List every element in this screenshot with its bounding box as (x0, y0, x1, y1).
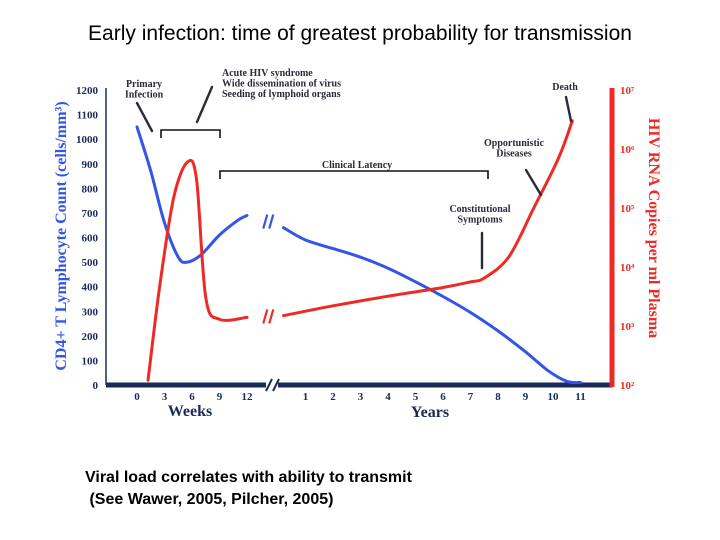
y-left-tick-label: 1200 (76, 85, 99, 97)
brackets-layer (160, 129, 489, 179)
death-annotation: Death (552, 82, 578, 93)
annotation-line: Clinical Latency (322, 160, 392, 171)
y-right-tick-label: 10⁵ (620, 203, 635, 215)
y-right-tick-label: 10³ (620, 321, 635, 333)
y-right-tick-label: 10⁷ (620, 85, 635, 97)
annotation-line: Constitutional (449, 204, 510, 215)
x-weeks-tick-label: 6 (189, 391, 195, 403)
x-weeks-tick-label: 3 (162, 391, 168, 403)
x-years-tick-label: 8 (495, 391, 501, 403)
hiv-rna-break-mark (268, 309, 275, 324)
opportunistic-diseases-annotation: Opportunistic Diseases (484, 138, 545, 160)
annotation-line: Acute HIV syndrome (222, 68, 313, 79)
death-pointer (564, 95, 573, 123)
annotation-line: Symptoms (457, 215, 502, 226)
caption-line-1: Viral load correlates with ability to tr… (85, 469, 412, 486)
clinical-latency-bracket (219, 170, 489, 179)
y-left-tick-label: 0 (93, 380, 99, 392)
cd4-count-years-line (282, 226, 582, 385)
x-years-label: Years (411, 404, 449, 421)
annotation-line: Wide dissemination of virus (222, 79, 341, 90)
y-left-tick-label: 1000 (76, 134, 99, 146)
y-left-tick-label: 200 (82, 331, 99, 343)
x-years-tick-label: 7 (468, 391, 474, 403)
axis-break-mark (272, 378, 280, 392)
acute-hiv-syndrome-pointer (195, 85, 214, 124)
x-weeks-tick-label: 0 (134, 391, 140, 403)
cd4-count-break-mark (262, 214, 269, 229)
y-right-axis-label: HIV RNA Copies per ml Plasma (645, 118, 662, 338)
y-left-axis-label: CD4+ T Lymphocyte Count (cells/mm³) (53, 101, 70, 370)
axis-break-mark (265, 378, 273, 392)
clinical-latency-annotation: Clinical Latency (322, 160, 392, 171)
y-left-tick-label: 100 (82, 355, 99, 367)
slide-title: Early infection: time of greatest probab… (88, 22, 632, 45)
x-years-tick-label: 2 (330, 391, 336, 403)
annotation-line: Seeding of lymphoid organs (222, 89, 341, 100)
annotations-layer: Primary Infection Acute HIV syndrome Wide d… (125, 68, 578, 270)
x-years-tick-label: 3 (358, 391, 364, 403)
axes-layer (105, 88, 615, 392)
y-left-tick-label: 600 (82, 233, 99, 245)
x-years-tick-label: 5 (413, 391, 419, 403)
annotation-line: Death (552, 82, 578, 93)
x-years-tick-label: 1 (303, 391, 309, 403)
opportunistic-diseases-pointer (524, 168, 543, 197)
y-left-tick-label: 800 (82, 183, 99, 195)
annotation-line: Opportunistic (484, 138, 545, 149)
y-right-tick-label: 10⁴ (620, 262, 635, 274)
constitutional-symptoms-annotation: Constitutional Symptoms (449, 204, 510, 226)
x-years-tick-label: 9 (523, 391, 529, 403)
hiv-rna-years-line (282, 119, 574, 318)
annotation-line: Diseases (496, 149, 532, 160)
x-years-tick-label: 6 (440, 391, 446, 403)
ticks-layer: 0100200300400500600700800900100011001200… (76, 85, 635, 403)
caption: Viral load correlates with ability to tr… (85, 467, 412, 511)
y-right-tick-label: 10⁶ (620, 144, 635, 156)
primary-infection-pointer (135, 101, 154, 133)
x-years-tick-label: 11 (575, 391, 585, 403)
cd4-count-break-mark (268, 214, 275, 229)
y-left-tick-label: 900 (82, 159, 99, 171)
y-left-tick-label: 400 (82, 282, 99, 294)
y-right-tick-label: 10² (620, 380, 635, 392)
hiv-rna-weeks-line (146, 158, 249, 382)
caption-line-2: (See Wawer, 2005, Pilcher, 2005) (85, 491, 334, 508)
primary-infection-annotation: Primary Infection (125, 79, 164, 101)
acute-hiv-syndrome-annotation: Acute HIV syndrome Wide dissemination of … (222, 68, 341, 100)
y-left-tick-label: 700 (82, 208, 99, 220)
hiv-rna-break-mark (262, 309, 269, 324)
x-years-tick-label: 10 (548, 391, 560, 403)
cd4-count-weeks-line (135, 125, 249, 264)
y-left-tick-label: 1100 (77, 110, 99, 122)
x-weeks-label: Weeks (168, 403, 212, 420)
y-left-tick-label: 500 (82, 257, 99, 269)
annotation-line: Infection (125, 90, 164, 101)
annotation-line: Primary (126, 79, 162, 90)
y-left-tick-label: 300 (82, 306, 99, 318)
acute-phase-bracket (160, 129, 221, 138)
series-layer (135, 119, 582, 385)
x-weeks-tick-label: 12 (242, 391, 254, 403)
x-weeks-tick-label: 9 (217, 391, 223, 403)
x-years-tick-label: 4 (385, 391, 391, 403)
axis-break-gap (266, 380, 278, 390)
